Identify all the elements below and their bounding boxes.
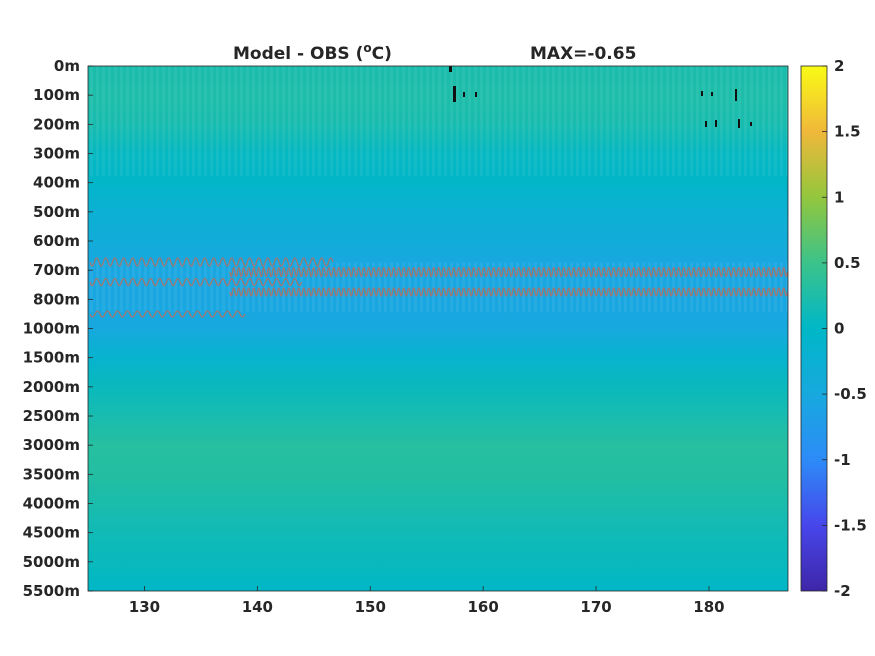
black-speck (750, 122, 752, 126)
colorbar-tick-label: -2 (834, 582, 851, 600)
colorbar-tick-label: 1 (834, 188, 844, 206)
colorbar-tick-label: 2 (834, 57, 844, 75)
contour-line (229, 287, 789, 297)
colorbar-tick-label: -0.5 (834, 385, 867, 403)
black-speck (475, 92, 477, 97)
colorbar-tick-label: 0 (834, 320, 844, 338)
contour-lines (89, 257, 789, 318)
colorbar-tick-label: -1 (834, 451, 851, 469)
y-tick-label: 4500m (23, 524, 80, 542)
black-speck (738, 119, 740, 128)
y-tick-label: 400m (33, 174, 80, 192)
black-speck (449, 66, 452, 72)
black-speck (453, 86, 456, 102)
y-tick-label: 800m (33, 290, 80, 308)
black-speck-marks (449, 66, 752, 128)
y-tick-label: 4000m (23, 495, 80, 513)
colorbar-ticks: 2 1.5 1 0.5 0 -0.5 -1 -1.5 -2 (822, 57, 867, 600)
y-tick-label: 5500m (23, 582, 80, 600)
black-speck (701, 91, 703, 96)
y-tick-label: 1000m (23, 320, 80, 338)
chart-title-left: Model - OBS (oC) (233, 41, 392, 64)
heatmap-texture-upper (88, 66, 788, 176)
y-tick-label: 3500m (23, 465, 80, 483)
black-speck (711, 92, 713, 96)
y-tick-label: 100m (33, 86, 80, 104)
colorbar-tick-label: -1.5 (834, 516, 867, 534)
x-tick-label: 140 (242, 598, 273, 616)
y-tick-label: 2500m (23, 407, 80, 425)
y-tick-label: 2000m (23, 378, 80, 396)
colorbar: 2 1.5 1 0.5 0 -0.5 -1 -1.5 -2 (800, 57, 867, 600)
colorbar-tick-label: 0.5 (834, 254, 861, 272)
title-unit-superscript: o (363, 41, 371, 55)
x-axis: 130 140 150 160 170 180 (129, 586, 725, 616)
y-tick-label: 0m (54, 57, 80, 75)
x-tick-label: 160 (468, 598, 499, 616)
black-speck (463, 92, 465, 97)
contour-line (89, 277, 303, 287)
y-tick-label: 200m (33, 115, 80, 133)
y-tick-label: 700m (33, 261, 80, 279)
x-tick-label: 170 (580, 598, 611, 616)
x-tick-label: 130 (129, 598, 160, 616)
y-tick-label: 3000m (23, 436, 80, 454)
x-tick-label: 180 (693, 598, 724, 616)
y-tick-label: 600m (33, 232, 80, 250)
y-tick-label: 500m (33, 203, 80, 221)
colorbar-tick-label: 1.5 (834, 123, 861, 141)
heatmap-plot-area (87, 65, 789, 592)
y-tick-label: 300m (33, 145, 80, 163)
y-tick-label: 5000m (23, 553, 80, 571)
y-tick-label: 1500m (23, 349, 80, 367)
contour-line (229, 266, 789, 278)
title-unit-tail: C) (372, 44, 392, 64)
black-speck (705, 121, 707, 127)
x-tick-label: 150 (355, 598, 386, 616)
black-speck (715, 120, 717, 127)
black-speck (735, 89, 737, 101)
contour-line (89, 257, 334, 267)
contour-line (89, 310, 246, 318)
chart-title-right: MAX=-0.65 (530, 44, 636, 64)
y-axis: 0m 100m 200m 300m 400m 500m 600m 700m 800m 1000m 1… (23, 57, 93, 600)
